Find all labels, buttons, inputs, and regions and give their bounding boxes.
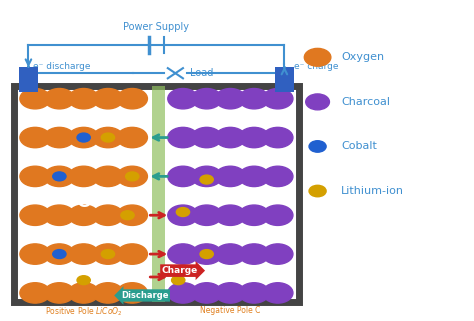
Text: Oxygen: Oxygen [341,52,384,62]
Text: Charge: Charge [162,266,198,275]
Circle shape [44,244,74,264]
Circle shape [53,250,66,258]
Circle shape [77,133,90,142]
Text: Negative Pole C: Negative Pole C [200,306,261,315]
Circle shape [101,133,115,142]
Text: Positive Pole $LiCoO_2$: Positive Pole $LiCoO_2$ [45,306,123,318]
Circle shape [200,250,213,258]
Circle shape [168,166,198,187]
Circle shape [191,89,222,109]
Circle shape [121,211,134,220]
Circle shape [191,244,222,264]
Circle shape [117,127,147,148]
Circle shape [263,127,293,148]
Circle shape [191,283,222,303]
Circle shape [239,89,269,109]
Circle shape [44,283,74,303]
Circle shape [117,89,147,109]
Circle shape [168,283,198,303]
Circle shape [101,250,115,258]
Circle shape [93,283,123,303]
Circle shape [263,205,293,225]
Circle shape [77,276,90,285]
Circle shape [68,127,99,148]
Circle shape [93,166,123,187]
Text: Cobalt: Cobalt [341,142,377,152]
Circle shape [215,283,246,303]
Circle shape [93,205,123,225]
Circle shape [20,166,50,187]
Circle shape [117,166,147,187]
Circle shape [191,205,222,225]
Circle shape [68,205,99,225]
Text: O: O [76,194,91,212]
Circle shape [309,141,326,152]
Circle shape [168,244,198,264]
Circle shape [93,244,123,264]
Circle shape [239,166,269,187]
Text: C: C [181,229,194,247]
Circle shape [53,172,66,181]
Circle shape [304,48,331,66]
Circle shape [263,166,293,187]
Text: Load: Load [190,68,213,78]
Circle shape [117,244,147,264]
Circle shape [239,283,269,303]
FancyBboxPatch shape [152,86,165,302]
Text: Charcoal: Charcoal [341,97,390,107]
Text: Lithium-ion: Lithium-ion [341,186,404,196]
Circle shape [44,205,74,225]
Circle shape [200,175,213,184]
Text: e⁻ discharge: e⁻ discharge [33,62,91,71]
FancyBboxPatch shape [19,67,38,92]
Circle shape [215,205,246,225]
Circle shape [117,283,147,303]
Circle shape [20,244,50,264]
Circle shape [168,205,198,225]
Circle shape [117,205,147,225]
Circle shape [68,166,99,187]
Text: Power Supply: Power Supply [123,22,190,32]
Circle shape [168,89,198,109]
FancyBboxPatch shape [275,67,294,92]
Circle shape [309,185,326,197]
Circle shape [172,276,185,285]
Circle shape [239,205,269,225]
Circle shape [168,127,198,148]
Text: e⁻ charge: e⁻ charge [294,62,338,71]
Circle shape [93,127,123,148]
Circle shape [239,127,269,148]
Circle shape [191,166,222,187]
Circle shape [215,89,246,109]
Circle shape [93,89,123,109]
Circle shape [68,89,99,109]
Circle shape [215,244,246,264]
Circle shape [239,244,269,264]
Circle shape [20,205,50,225]
Circle shape [68,283,99,303]
Circle shape [215,127,246,148]
Circle shape [44,127,74,148]
Circle shape [126,172,139,181]
FancyBboxPatch shape [14,86,299,302]
Text: Discharge: Discharge [121,291,168,300]
Circle shape [20,127,50,148]
Circle shape [263,89,293,109]
Circle shape [20,89,50,109]
Circle shape [20,283,50,303]
Circle shape [263,283,293,303]
Circle shape [215,166,246,187]
Circle shape [191,127,222,148]
Circle shape [68,244,99,264]
Circle shape [306,94,329,110]
Circle shape [263,244,293,264]
Circle shape [44,89,74,109]
Circle shape [44,166,74,187]
Circle shape [176,208,190,216]
